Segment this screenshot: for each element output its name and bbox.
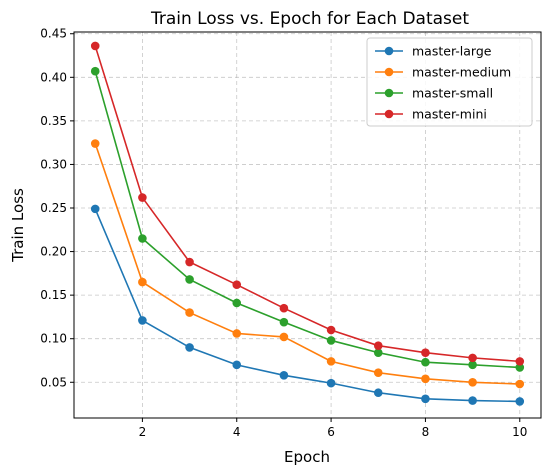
data-point-master-medium <box>138 277 147 287</box>
y-tick-label: 0.35 <box>40 114 67 128</box>
x-tick-label: 8 <box>422 425 430 439</box>
data-point-master-small <box>373 348 383 357</box>
data-point-master-mini <box>279 303 289 313</box>
x-tick-label: 4 <box>233 425 241 439</box>
legend-label: master-mini <box>412 107 487 122</box>
data-point-master-small <box>138 234 147 243</box>
data-point-master-small <box>90 66 100 76</box>
data-point-master-small <box>515 363 525 372</box>
data-point-master-mini <box>326 325 336 335</box>
data-point-master-large <box>279 371 289 380</box>
chart-title: Train Loss vs. Epoch for Each Dataset <box>150 9 469 29</box>
legend-marker <box>384 88 394 98</box>
data-point-master-medium <box>185 308 194 317</box>
x-tick-label: 2 <box>139 425 147 439</box>
legend-marker <box>384 67 394 77</box>
y-tick-label: 0.10 <box>40 332 67 346</box>
data-point-master-mini <box>138 193 147 202</box>
plot-frame <box>73 31 542 419</box>
data-point-master-medium <box>326 357 336 366</box>
legend-label: master-large <box>412 44 492 59</box>
data-point-master-mini <box>90 41 100 51</box>
data-point-master-large <box>373 388 383 398</box>
axes: 2 4 6 8 10 0.05 0.10 0.15 0.20 0.25 0.30 0.35 0.40 0.… <box>40 27 542 439</box>
data-point-master-mini <box>185 257 194 267</box>
data-point-master-medium <box>373 368 383 377</box>
data-point-master-large <box>138 316 147 325</box>
data-point-master-medium <box>279 332 289 342</box>
legend: master-large master-medium master-small mas… <box>366 37 533 127</box>
data-point-master-large <box>468 396 477 405</box>
data-point-master-mini <box>468 353 477 363</box>
x-tick-label: 10 <box>512 425 527 439</box>
series-line-master-mini <box>94 45 520 363</box>
series-points <box>90 41 525 406</box>
data-point-master-medium <box>421 374 430 384</box>
data-point-master-medium <box>90 139 100 148</box>
y-tick-label: 0.05 <box>40 375 67 389</box>
y-tick-label: 0.15 <box>40 288 67 302</box>
series-lines <box>94 45 520 403</box>
series-line-master-medium <box>94 143 520 385</box>
data-point-master-medium <box>468 377 477 387</box>
series-line-master-small <box>94 70 520 369</box>
legend-marker <box>384 46 394 56</box>
data-point-master-mini <box>421 348 430 357</box>
x-tick-label: 6 <box>327 425 335 439</box>
legend-label: master-medium <box>412 65 511 80</box>
data-point-master-mini <box>515 357 525 366</box>
data-point-master-mini <box>373 341 383 350</box>
data-point-master-large <box>515 397 525 406</box>
data-point-master-large <box>185 343 194 352</box>
data-point-master-small <box>421 357 430 367</box>
data-point-master-medium <box>232 329 242 338</box>
y-tick-label: 0.25 <box>40 201 67 215</box>
data-point-master-small <box>185 275 194 284</box>
data-point-master-small <box>279 317 289 327</box>
y-tick-label: 0.45 <box>40 27 67 41</box>
data-point-master-large <box>326 378 336 388</box>
y-tick-label: 0.40 <box>40 70 67 84</box>
data-point-master-large <box>90 204 100 214</box>
legend-marker <box>384 109 394 119</box>
y-tick-label: 0.30 <box>40 157 67 171</box>
data-point-master-large <box>421 394 430 404</box>
x-axis-label: Epoch <box>284 448 330 466</box>
data-point-master-small <box>326 336 336 345</box>
data-point-master-large <box>232 360 242 370</box>
data-point-master-small <box>232 298 242 308</box>
data-point-master-mini <box>232 280 242 289</box>
series-line-master-large <box>94 208 520 403</box>
legend-box <box>366 37 533 127</box>
data-point-master-medium <box>515 379 525 389</box>
y-axis-label: Train Loss <box>9 188 27 263</box>
legend-label: master-small <box>412 86 493 101</box>
data-point-master-small <box>468 360 477 370</box>
y-tick-label: 0.20 <box>40 245 67 259</box>
